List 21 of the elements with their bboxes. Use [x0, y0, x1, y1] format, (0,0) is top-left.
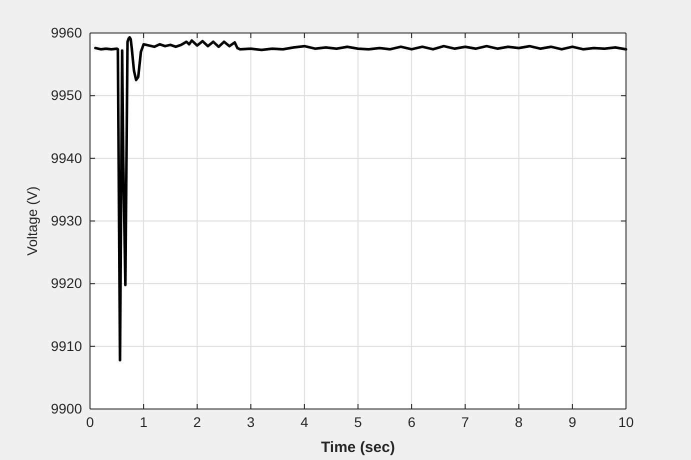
x-tick-label: 9	[568, 414, 576, 430]
y-tick-label: 9930	[50, 212, 82, 228]
y-tick-label: 9900	[50, 400, 82, 416]
line-series	[94, 36, 628, 362]
x-axis-title: Time (sec)	[321, 439, 395, 456]
y-tick-label: 9960	[50, 24, 82, 40]
y-tick-label: 9910	[50, 338, 82, 354]
x-tick-label: 2	[193, 414, 202, 430]
x-tick-label: 7	[461, 414, 470, 430]
x-tick-label: 4	[300, 414, 308, 430]
x-tick-label: 5	[354, 414, 362, 430]
x-tick-label: 6	[408, 414, 416, 430]
x-tick-label: 10	[618, 414, 634, 430]
y-tick-label: 9920	[50, 275, 82, 292]
x-tick-label: 1	[140, 414, 148, 430]
x-tick-label: 0	[86, 414, 94, 430]
y-tick-label: 9940	[50, 150, 82, 166]
x-tick-label: 3	[246, 414, 255, 430]
y-tick-label: 9950	[50, 87, 82, 104]
y-axis-title: Voltage (V)	[24, 186, 40, 256]
x-tick-label: 8	[514, 414, 523, 430]
